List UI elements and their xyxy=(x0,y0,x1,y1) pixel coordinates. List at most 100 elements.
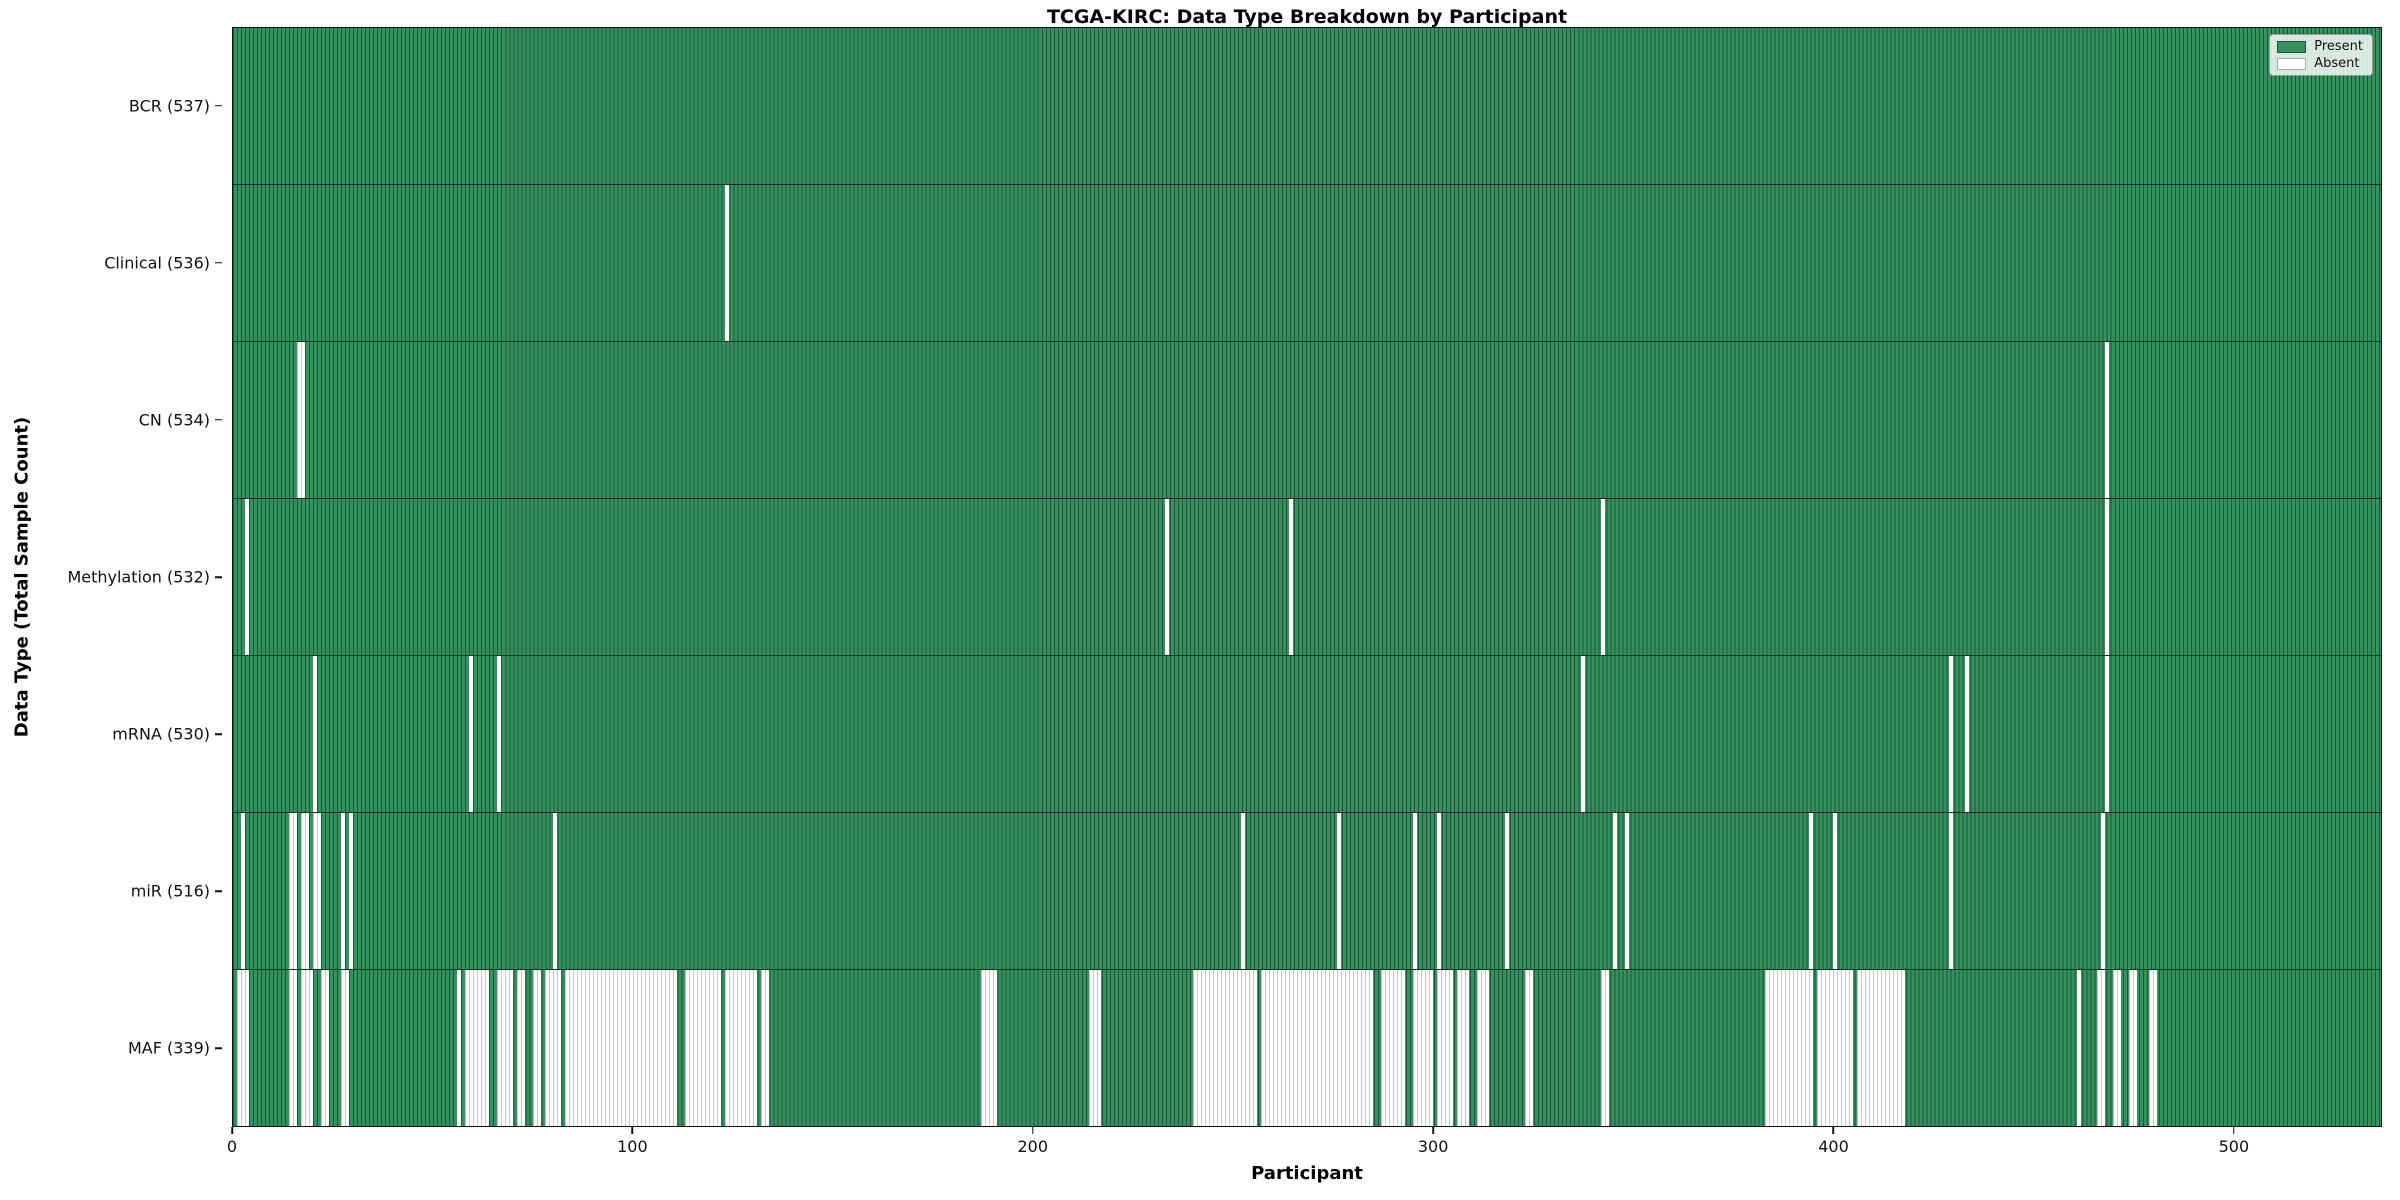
absent-gap xyxy=(313,813,321,969)
absent-gap xyxy=(1765,970,1813,1126)
x-tick-mark xyxy=(631,1127,634,1134)
absent-gap xyxy=(685,970,721,1126)
absent-gap xyxy=(981,970,997,1126)
absent-gap xyxy=(1525,970,1533,1126)
absent-gap xyxy=(457,970,461,1126)
absent-gap xyxy=(1601,970,1609,1126)
x-tick-mark xyxy=(1031,1127,1034,1134)
x-tick-mark xyxy=(1832,1127,1835,1134)
absent-gap xyxy=(1833,813,1837,969)
x-tick-label-400: 400 xyxy=(1818,1137,1849,1156)
absent-gap xyxy=(1857,970,1905,1126)
absent-gap xyxy=(1505,813,1509,969)
absent-gap xyxy=(1613,813,1617,969)
x-axis-label: Participant xyxy=(1251,1163,1363,1184)
x-tick-label-100: 100 xyxy=(617,1137,648,1156)
absent-gap xyxy=(2105,656,2109,812)
absent-gap xyxy=(469,656,473,812)
absent-gap xyxy=(1289,499,1293,655)
x-tick-mark xyxy=(231,1127,233,1134)
y-tick-labels: BCR (537) Clinical (536) CN (534) Methylati… xyxy=(0,27,222,1127)
absent-gap xyxy=(236,970,249,1126)
absent-gap xyxy=(1817,970,1853,1126)
x-tick-mark xyxy=(2233,1127,2235,1134)
absent-gap xyxy=(2113,970,2121,1126)
absent-gap xyxy=(297,342,305,498)
absent-gap xyxy=(533,970,541,1126)
absent-gap xyxy=(289,813,297,969)
x-tick-mark xyxy=(1432,1127,1434,1134)
absent-gap xyxy=(349,813,353,969)
row-maf xyxy=(233,970,2381,1126)
y-tick-mark xyxy=(215,419,222,421)
absent-gap xyxy=(1381,970,1405,1126)
plot-area: Present Absent xyxy=(232,27,2382,1127)
y-tick-mark xyxy=(215,261,222,264)
absent-gap xyxy=(2149,970,2157,1126)
absent-gap xyxy=(313,656,317,812)
absent-gap xyxy=(1089,970,1101,1126)
absent-gap xyxy=(245,499,249,655)
absent-gap xyxy=(240,813,245,969)
y-tick-label-methylation: Methylation (532) xyxy=(67,567,210,587)
row-mir xyxy=(233,813,2381,970)
absent-gap xyxy=(565,970,677,1126)
legend-absent-label: Absent xyxy=(2314,56,2360,71)
chart-title: TCGA-KIRC: Data Type Breakdown by Partic… xyxy=(1046,6,1568,28)
x-tick-label-500: 500 xyxy=(2218,1137,2250,1156)
absent-gap xyxy=(725,970,757,1126)
absent-gap xyxy=(1193,970,1257,1126)
absent-gap xyxy=(301,813,309,969)
absent-gap xyxy=(2105,499,2109,655)
y-tick-label-cn: CN (534) xyxy=(138,410,210,430)
absent-gap xyxy=(553,813,557,969)
absent-gap xyxy=(1437,813,1441,969)
y-tick-mark xyxy=(215,104,222,107)
row-bcr xyxy=(233,28,2381,185)
absent-gap xyxy=(2077,970,2081,1126)
absent-gap xyxy=(1413,813,1417,969)
absent-gap xyxy=(761,970,769,1126)
absent-gap xyxy=(1581,656,1585,812)
row-mrna xyxy=(233,656,2381,813)
absent-gap xyxy=(1413,970,1433,1126)
absent-gap xyxy=(2097,970,2105,1126)
absent-gap xyxy=(1601,499,1605,655)
absent-gap xyxy=(289,970,297,1126)
legend-item-absent: Absent xyxy=(2277,57,2363,70)
legend-present-label: Present xyxy=(2314,39,2363,54)
absent-gap xyxy=(1165,499,1169,655)
absent-gap xyxy=(2105,342,2109,498)
present-swatch xyxy=(2277,40,2307,53)
legend-item-present: Present xyxy=(2277,40,2363,53)
y-tick-label-maf: MAF (339) xyxy=(127,1038,210,1058)
absent-gap xyxy=(321,970,329,1126)
absent-gap xyxy=(545,970,561,1126)
legend: Present Absent xyxy=(2269,34,2373,76)
y-tick-label-mrna: mRNA (530) xyxy=(112,724,210,744)
absent-gap xyxy=(1949,656,1953,812)
row-cn xyxy=(233,342,2381,499)
absent-swatch xyxy=(2277,57,2307,70)
y-tick-label-bcr: BCR (537) xyxy=(128,96,210,116)
absent-gap xyxy=(1965,656,1969,812)
absent-gap xyxy=(1261,970,1373,1126)
row-clinical xyxy=(233,185,2381,342)
absent-gap xyxy=(1809,813,1813,969)
y-tick-label-mir: miR (516) xyxy=(130,881,210,901)
absent-gap xyxy=(301,970,313,1126)
absent-gap xyxy=(497,656,501,812)
absent-gap xyxy=(1625,813,1629,969)
absent-gap xyxy=(1457,970,1469,1126)
x-tick-label-200: 200 xyxy=(1017,1137,1049,1156)
absent-gap xyxy=(725,185,729,341)
y-tick-mark xyxy=(215,1047,222,1050)
absent-gap xyxy=(517,970,525,1126)
absent-gap xyxy=(341,970,349,1126)
absent-gap xyxy=(1241,813,1245,969)
absent-gap xyxy=(1337,813,1341,969)
y-tick-mark xyxy=(215,890,222,893)
absent-gap xyxy=(1477,970,1489,1126)
absent-gap xyxy=(465,970,489,1126)
